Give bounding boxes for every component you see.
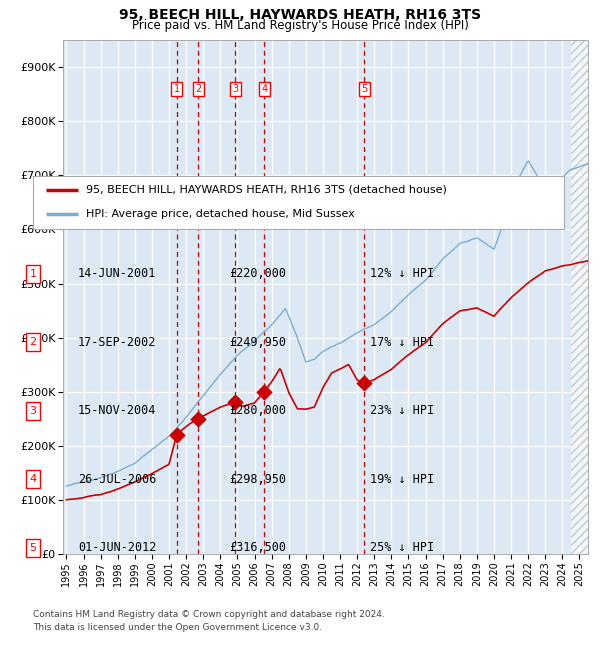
Text: £220,000: £220,000 — [229, 267, 287, 280]
Text: 01-JUN-2012: 01-JUN-2012 — [78, 541, 156, 554]
Text: 4: 4 — [29, 474, 37, 484]
Text: This data is licensed under the Open Government Licence v3.0.: This data is licensed under the Open Gov… — [33, 623, 322, 632]
Text: £316,500: £316,500 — [229, 541, 287, 554]
Text: Contains HM Land Registry data © Crown copyright and database right 2024.: Contains HM Land Registry data © Crown c… — [33, 610, 385, 619]
Text: £298,950: £298,950 — [229, 473, 287, 486]
Text: 4: 4 — [261, 84, 268, 94]
Point — [359, 378, 369, 388]
Point — [230, 397, 240, 408]
Text: £249,950: £249,950 — [229, 335, 287, 348]
Point — [172, 430, 182, 440]
Text: 17-SEP-2002: 17-SEP-2002 — [78, 335, 156, 348]
Point — [193, 413, 203, 424]
Text: 95, BEECH HILL, HAYWARDS HEATH, RH16 3TS (detached house): 95, BEECH HILL, HAYWARDS HEATH, RH16 3TS… — [86, 185, 447, 195]
Polygon shape — [571, 40, 588, 554]
Text: 5: 5 — [29, 543, 37, 553]
Text: 5: 5 — [361, 84, 367, 94]
Text: 1: 1 — [29, 268, 37, 279]
Text: £280,000: £280,000 — [229, 404, 287, 417]
Text: Price paid vs. HM Land Registry's House Price Index (HPI): Price paid vs. HM Land Registry's House … — [131, 20, 469, 32]
Text: 17% ↓ HPI: 17% ↓ HPI — [370, 335, 434, 348]
Text: 1: 1 — [173, 84, 180, 94]
Text: 2: 2 — [195, 84, 202, 94]
Point — [259, 387, 269, 397]
Text: 12% ↓ HPI: 12% ↓ HPI — [370, 267, 434, 280]
Text: 25% ↓ HPI: 25% ↓ HPI — [370, 541, 434, 554]
Text: 14-JUN-2001: 14-JUN-2001 — [78, 267, 156, 280]
Text: 2: 2 — [29, 337, 37, 347]
Text: 15-NOV-2004: 15-NOV-2004 — [78, 404, 156, 417]
Text: 23% ↓ HPI: 23% ↓ HPI — [370, 404, 434, 417]
Text: HPI: Average price, detached house, Mid Sussex: HPI: Average price, detached house, Mid … — [86, 209, 355, 220]
Text: 3: 3 — [232, 84, 238, 94]
Text: 26-JUL-2006: 26-JUL-2006 — [78, 473, 156, 486]
Text: 19% ↓ HPI: 19% ↓ HPI — [370, 473, 434, 486]
Text: 3: 3 — [29, 406, 37, 416]
Text: 95, BEECH HILL, HAYWARDS HEATH, RH16 3TS: 95, BEECH HILL, HAYWARDS HEATH, RH16 3TS — [119, 8, 481, 22]
